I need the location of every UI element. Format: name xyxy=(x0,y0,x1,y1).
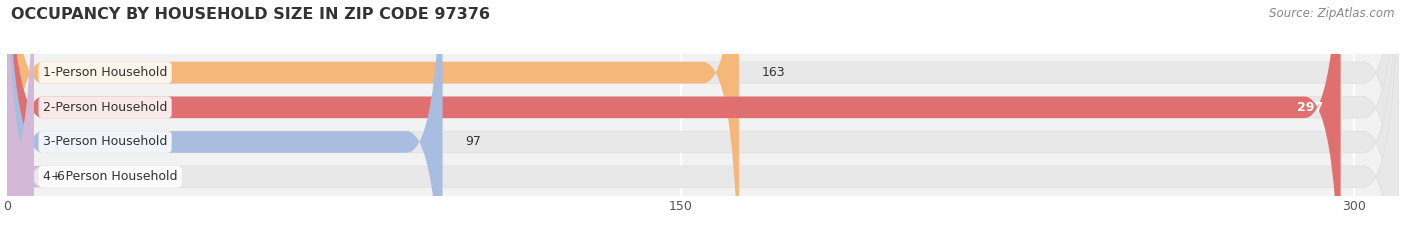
Text: 163: 163 xyxy=(762,66,785,79)
FancyBboxPatch shape xyxy=(0,0,44,233)
FancyBboxPatch shape xyxy=(7,0,1399,233)
FancyBboxPatch shape xyxy=(7,0,1340,233)
Text: Source: ZipAtlas.com: Source: ZipAtlas.com xyxy=(1270,7,1395,20)
FancyBboxPatch shape xyxy=(7,0,443,233)
Text: 97: 97 xyxy=(465,135,481,148)
Text: OCCUPANCY BY HOUSEHOLD SIZE IN ZIP CODE 97376: OCCUPANCY BY HOUSEHOLD SIZE IN ZIP CODE … xyxy=(11,7,491,22)
Text: 2-Person Household: 2-Person Household xyxy=(44,101,167,114)
Text: 6: 6 xyxy=(56,170,65,183)
FancyBboxPatch shape xyxy=(7,0,1399,233)
Text: 297: 297 xyxy=(1296,101,1323,114)
FancyBboxPatch shape xyxy=(7,0,1399,233)
Text: 3-Person Household: 3-Person Household xyxy=(44,135,167,148)
FancyBboxPatch shape xyxy=(7,0,1399,233)
Text: 4+ Person Household: 4+ Person Household xyxy=(44,170,177,183)
FancyBboxPatch shape xyxy=(7,0,740,233)
Text: 1-Person Household: 1-Person Household xyxy=(44,66,167,79)
